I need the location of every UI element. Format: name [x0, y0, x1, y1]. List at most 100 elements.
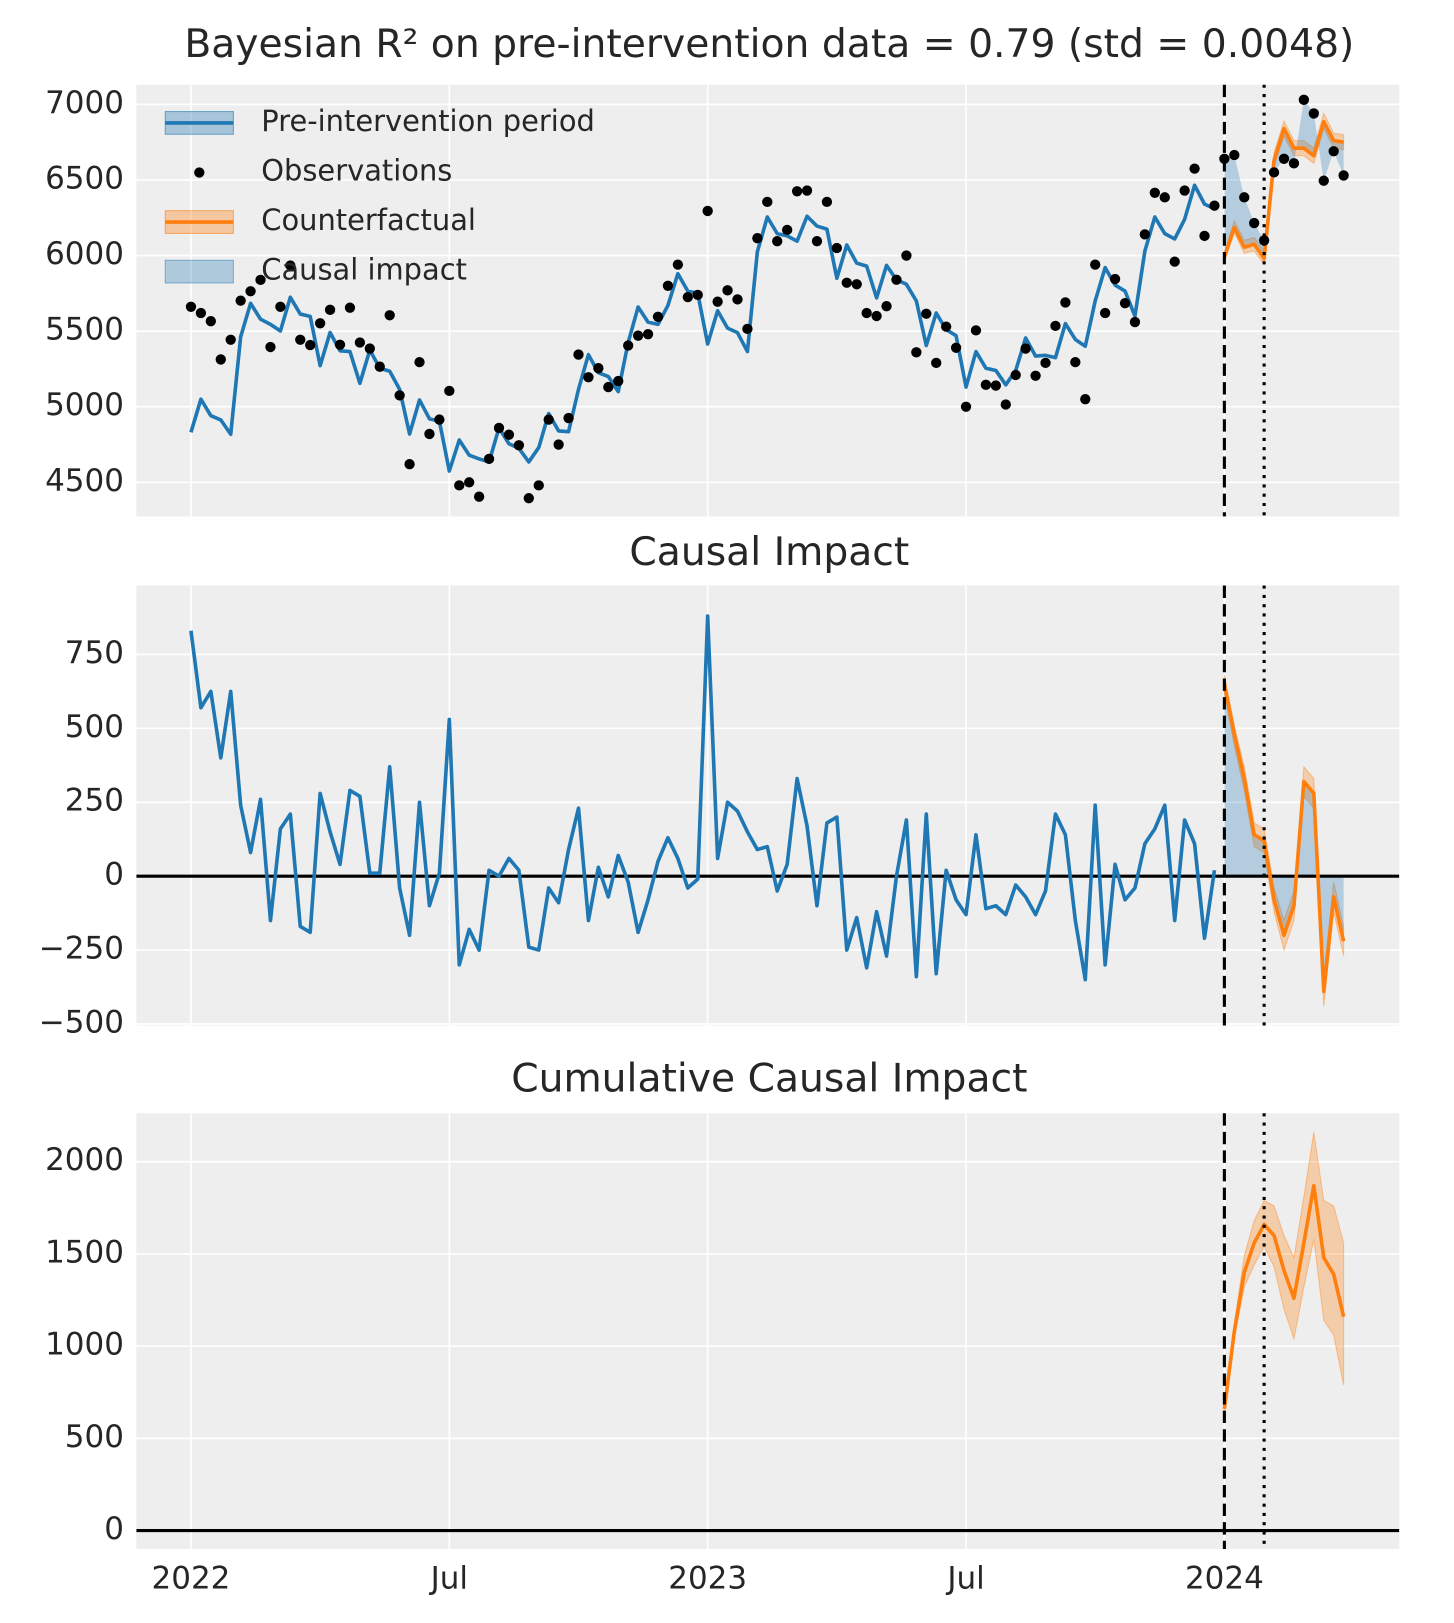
panel: 4500 5000 5500 6000 6500 7000 Bayesian R² on p… — [45, 22, 1400, 517]
observation-point — [871, 310, 882, 322]
observation-point — [712, 296, 723, 307]
observation-point — [364, 343, 375, 354]
observation-point — [1209, 200, 1220, 211]
observation-point — [990, 380, 1002, 391]
series-line — [189, 614, 1217, 982]
observation-point — [732, 294, 743, 305]
observation-point — [841, 277, 852, 288]
plot-area — [136, 1132, 1400, 1533]
observation-point — [543, 414, 554, 425]
observation-point — [245, 286, 256, 297]
observation-point — [682, 291, 693, 303]
y-tick-label: 750 — [65, 635, 124, 671]
y-tick-label: 0 — [104, 857, 124, 893]
observation-point — [1020, 343, 1031, 354]
observation-point — [404, 459, 415, 470]
observation-point — [613, 375, 624, 387]
plot-background — [136, 84, 1400, 517]
observation-point — [960, 401, 972, 412]
series-line — [1222, 119, 1344, 261]
observation-point — [911, 347, 922, 358]
observation-point — [235, 295, 246, 306]
y-tick-label: 500 — [65, 1419, 124, 1455]
observation-point — [762, 196, 773, 208]
observation-point — [1278, 153, 1290, 164]
observation-point — [523, 493, 534, 504]
observation-point — [1219, 153, 1230, 164]
chart-title: Cumulative Causal Impact — [511, 1057, 1027, 1102]
observation-point — [1159, 192, 1170, 203]
observation-point — [1179, 185, 1190, 196]
plot-background — [136, 1113, 1400, 1550]
observation-point — [473, 491, 485, 502]
observation-point — [1080, 394, 1091, 405]
y-tick-label: 1000 — [45, 1327, 124, 1363]
observation-point — [1338, 170, 1349, 181]
observation-point — [742, 323, 753, 335]
observation-point — [1288, 158, 1300, 169]
observation-point — [414, 356, 425, 368]
legend-label: Counterfactual — [261, 203, 476, 237]
y-tick-label: 1500 — [45, 1234, 124, 1270]
observation-point — [1169, 256, 1180, 267]
observation-point — [1070, 356, 1081, 368]
observation-point — [394, 390, 405, 401]
legend-label: Pre-intervention period — [261, 104, 595, 138]
observation-point — [295, 334, 306, 345]
observation-point — [374, 361, 385, 372]
observation-point — [384, 310, 395, 321]
plot-area — [185, 94, 1349, 504]
x-tick-label: 2022 — [152, 1561, 231, 1597]
observation-point — [1249, 217, 1260, 229]
observation-point — [1040, 357, 1051, 369]
observation-point — [672, 259, 684, 270]
observation-point — [344, 302, 356, 313]
observation-point — [285, 260, 296, 271]
y-tick-label: 5000 — [45, 387, 124, 423]
y-tick-label: 4500 — [45, 463, 124, 499]
chart-title: Bayesian R² on pre-intervention data = 0… — [184, 22, 1354, 67]
observation-point — [563, 412, 574, 424]
observation-point — [185, 301, 197, 312]
observation-point — [553, 439, 564, 450]
observation-point — [573, 349, 584, 360]
observation-point — [851, 279, 862, 290]
series-line — [1222, 683, 1346, 994]
x-tick-label: 2024 — [1185, 1561, 1264, 1597]
observation-point — [324, 304, 336, 315]
observation-point — [603, 381, 614, 393]
chart-title: Causal Impact — [629, 530, 909, 575]
observation-point — [444, 385, 455, 397]
observation-point — [1239, 192, 1250, 203]
observation-point — [642, 329, 654, 340]
series-line — [189, 183, 1216, 473]
observation-point — [881, 301, 892, 312]
observation-point — [702, 205, 713, 217]
x-tick-label: 2023 — [668, 1561, 747, 1597]
observation-point — [424, 428, 435, 440]
observation-point — [901, 250, 912, 261]
observation-point — [1000, 399, 1011, 410]
observation-point — [593, 363, 604, 374]
observation-point — [692, 289, 703, 301]
observation-point — [791, 186, 803, 197]
observation-point — [265, 341, 276, 353]
observation-point — [1149, 187, 1160, 198]
observation-point — [662, 280, 674, 291]
x-tick-label: Jul — [429, 1561, 468, 1597]
observation-point — [1119, 298, 1131, 309]
observation-point — [205, 316, 217, 327]
observation-point — [454, 480, 465, 491]
y-tick-label: 2000 — [45, 1142, 124, 1178]
observation-point — [970, 325, 982, 336]
observation-point — [464, 477, 475, 488]
observation-point — [1060, 297, 1071, 308]
impact-area — [1224, 99, 1344, 259]
observation-point — [1030, 370, 1041, 381]
series-line — [1222, 1183, 1346, 1410]
panel: 0 500 1000 1500 2000 2022 Jul 2023 Jul 2024 Cumula… — [45, 1057, 1400, 1597]
observation-point — [533, 480, 544, 491]
observation-point — [1199, 230, 1210, 242]
observation-point — [503, 429, 515, 440]
observation-point — [722, 285, 733, 296]
